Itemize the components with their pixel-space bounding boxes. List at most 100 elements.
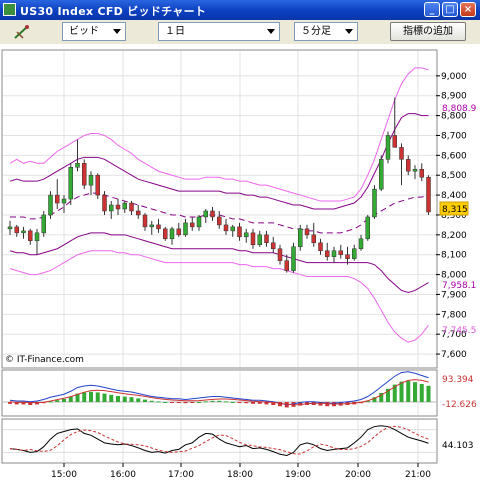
price-type-value: ビッド: [69, 26, 99, 37]
candle-body: [331, 250, 337, 257]
x-tick-label: 19:00: [285, 470, 311, 480]
candle-body: [28, 230, 33, 242]
candle-body: [352, 248, 357, 259]
macd-signal-value: -12.626: [442, 400, 477, 410]
period-select[interactable]: １日: [158, 22, 280, 41]
candle-body: [284, 260, 289, 271]
candle-body: [149, 224, 154, 228]
y-tick-label: 7,800: [441, 310, 467, 320]
candle-body: [75, 163, 80, 168]
drawing-tool-icon[interactable]: [12, 23, 32, 41]
candle-body: [109, 204, 114, 212]
x-tick-label: 17:00: [168, 470, 194, 480]
candle-body: [318, 242, 323, 251]
y-tick-label: 8,700: [441, 131, 467, 141]
macd-bar: [237, 402, 242, 403]
candle-body: [372, 188, 377, 218]
candle-body: [237, 226, 242, 238]
lower-outer-band-value: 7,745.5: [442, 326, 476, 336]
y-tick-label: 8,600: [441, 151, 467, 161]
macd-bar: [75, 393, 80, 402]
candle-body: [21, 230, 26, 234]
current-price-tag: [439, 201, 469, 216]
macd-signal-line: [9, 379, 429, 406]
macd-line: [9, 371, 429, 406]
title-bar: US30 Index CFD ビッドチャート _ □ ×: [0, 0, 480, 20]
candle-body: [257, 234, 262, 246]
macd-bar: [176, 402, 181, 403]
chevron-down-icon: [113, 29, 121, 34]
maximize-button[interactable]: □: [442, 2, 458, 17]
candle-body: [392, 135, 397, 148]
candle-body: [223, 224, 229, 232]
macd-bar: [264, 402, 269, 405]
candle-body: [419, 168, 424, 178]
macd-bar: [365, 400, 370, 402]
minimize-button[interactable]: _: [424, 2, 440, 17]
macd-bar: [392, 384, 397, 402]
macd-bar: [62, 399, 66, 402]
macd-bar: [257, 402, 262, 404]
macd-bar: [318, 402, 323, 406]
candle-body: [406, 159, 411, 172]
y-tick-label: 9,000: [441, 72, 467, 82]
macd-bar: [109, 394, 114, 402]
macd-bar: [217, 400, 222, 402]
candle-body: [412, 168, 418, 172]
lower-outer-band: [9, 250, 429, 343]
interval-select[interactable]: ５分足: [294, 22, 358, 41]
macd-bar: [156, 401, 161, 403]
candle-body: [311, 234, 316, 244]
macd-bar: [82, 392, 87, 402]
macd-bar: [183, 402, 188, 404]
candle-body: [169, 228, 175, 240]
candle-body: [156, 224, 161, 230]
price-type-select[interactable]: ビッド: [62, 22, 126, 41]
candle-body: [325, 250, 330, 257]
main-chart-panel: [1, 49, 438, 369]
x-tick-label: 18:00: [227, 470, 253, 480]
candle-body: [82, 163, 87, 186]
candle-body: [277, 248, 283, 261]
candle-body: [345, 254, 350, 259]
candle-body: [7, 226, 13, 230]
macd-bar: [163, 402, 168, 403]
candle-body: [68, 167, 73, 200]
current-price-value: 8,315: [442, 205, 468, 215]
macd-bar: [406, 381, 411, 402]
macd-bar: [419, 384, 424, 402]
macd-bar: [170, 402, 174, 403]
y-tick-label: 8,000: [441, 271, 467, 281]
macd-bar: [230, 402, 235, 403]
y-tick-label: 8,300: [441, 211, 467, 221]
candle-body: [122, 202, 127, 210]
candle-body: [210, 210, 215, 218]
price-chart: 9,000 8,900 8,800 8,700 8,600 8,500 8,400 8,300…: [0, 44, 480, 482]
y-tick-label: 7,900: [441, 290, 467, 300]
macd-bar: [68, 396, 73, 402]
add-indicator-button[interactable]: 指標の追加: [390, 22, 466, 41]
y-tick-label: 8,900: [441, 92, 467, 102]
macd-bar: [399, 381, 404, 402]
macd-panel: [1, 369, 438, 417]
macd-bar: [298, 402, 303, 406]
macd-bar: [116, 396, 120, 402]
close-button[interactable]: ×: [460, 2, 476, 17]
app-icon: [3, 3, 16, 16]
candle-body: [264, 234, 269, 244]
macd-bar: [136, 398, 141, 402]
candle-body: [14, 226, 19, 234]
candle-body: [55, 194, 60, 204]
macd-bar: [278, 402, 282, 407]
watermark: © IT-Finance.com: [5, 355, 84, 365]
macd-bar: [210, 400, 215, 402]
macd-bar: [35, 402, 39, 405]
oscillator-d-line: [9, 425, 429, 455]
toolbar: ビッド １日 ５分足 指標の追加: [0, 20, 480, 44]
oscillator-value: 44.103: [442, 441, 474, 451]
middle-band: [10, 192, 429, 234]
macd-bar: [95, 392, 100, 402]
candle-body: [102, 194, 107, 212]
candle-body: [163, 228, 168, 240]
candle-body: [48, 194, 53, 216]
